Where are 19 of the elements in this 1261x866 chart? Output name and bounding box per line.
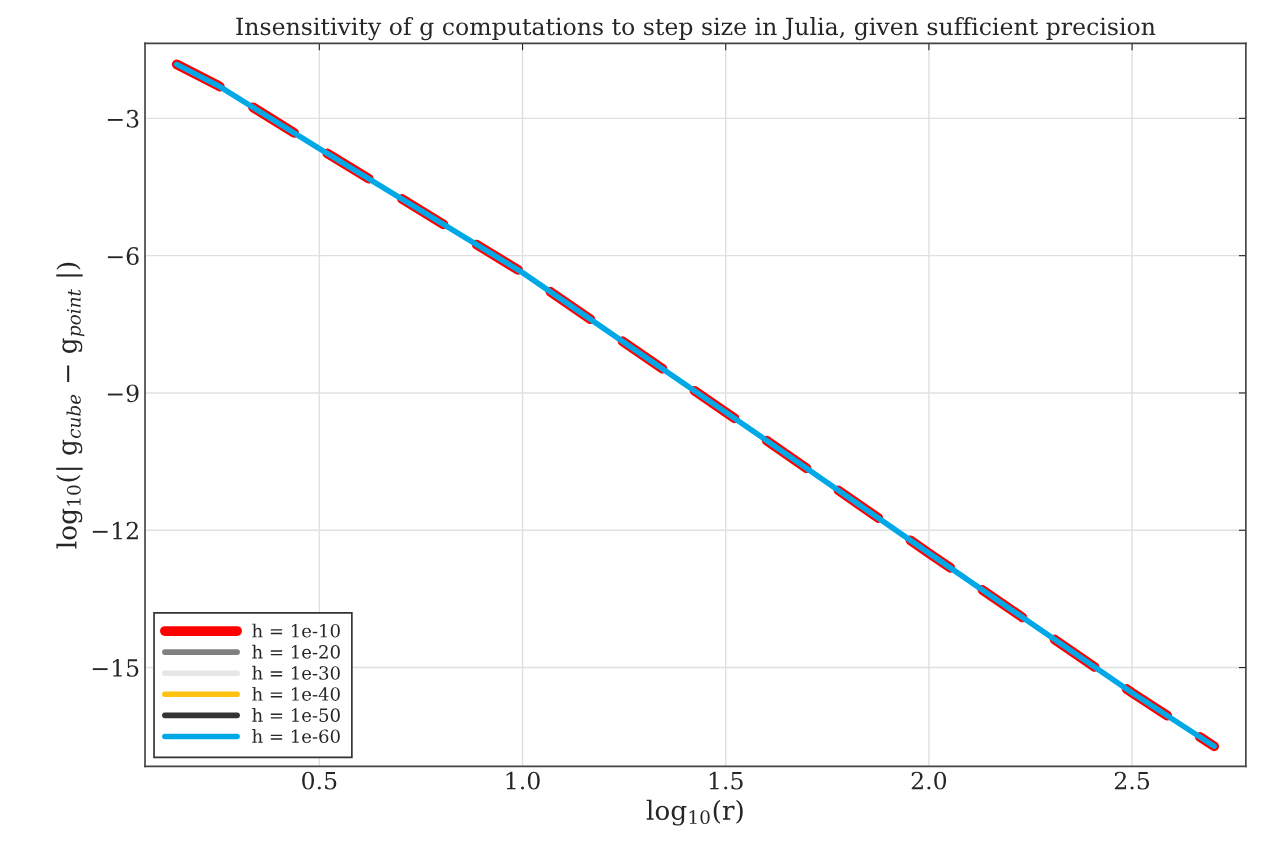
legend-label: h = 1e-20 bbox=[252, 644, 340, 659]
x-tick-label: 2.5 bbox=[1114, 771, 1150, 790]
y-tick-label: −12 bbox=[92, 521, 138, 540]
legend-label: h = 1e-50 bbox=[252, 707, 340, 722]
y-tick-label: −3 bbox=[107, 109, 139, 128]
y-tick-label: −15 bbox=[92, 659, 139, 677]
x-tick-label: 1.5 bbox=[709, 771, 743, 790]
y-axis-title: log$_{10}$(| g$_{cube}$ − g$_{point}$ |) bbox=[56, 262, 85, 549]
y-tick-label: −6 bbox=[107, 247, 139, 265]
chart-title: Insensitivity of g computations to step size in Julia, given sufficient precision bbox=[236, 17, 1156, 41]
y-tick-label: −9 bbox=[107, 384, 139, 403]
x-axis-title: log$_{10}$(r) bbox=[646, 799, 743, 826]
x-tick-label: 1.0 bbox=[506, 771, 540, 790]
x-tick-label: 2.0 bbox=[911, 771, 947, 790]
x-tick-label: 0.5 bbox=[302, 771, 337, 790]
legend-label: h = 1e-30 bbox=[252, 665, 340, 680]
legend-label: h = 1e-40 bbox=[252, 686, 340, 701]
legend-label: h = 1e-60 bbox=[252, 729, 340, 744]
legend-label: h = 1e-10 bbox=[252, 623, 340, 638]
